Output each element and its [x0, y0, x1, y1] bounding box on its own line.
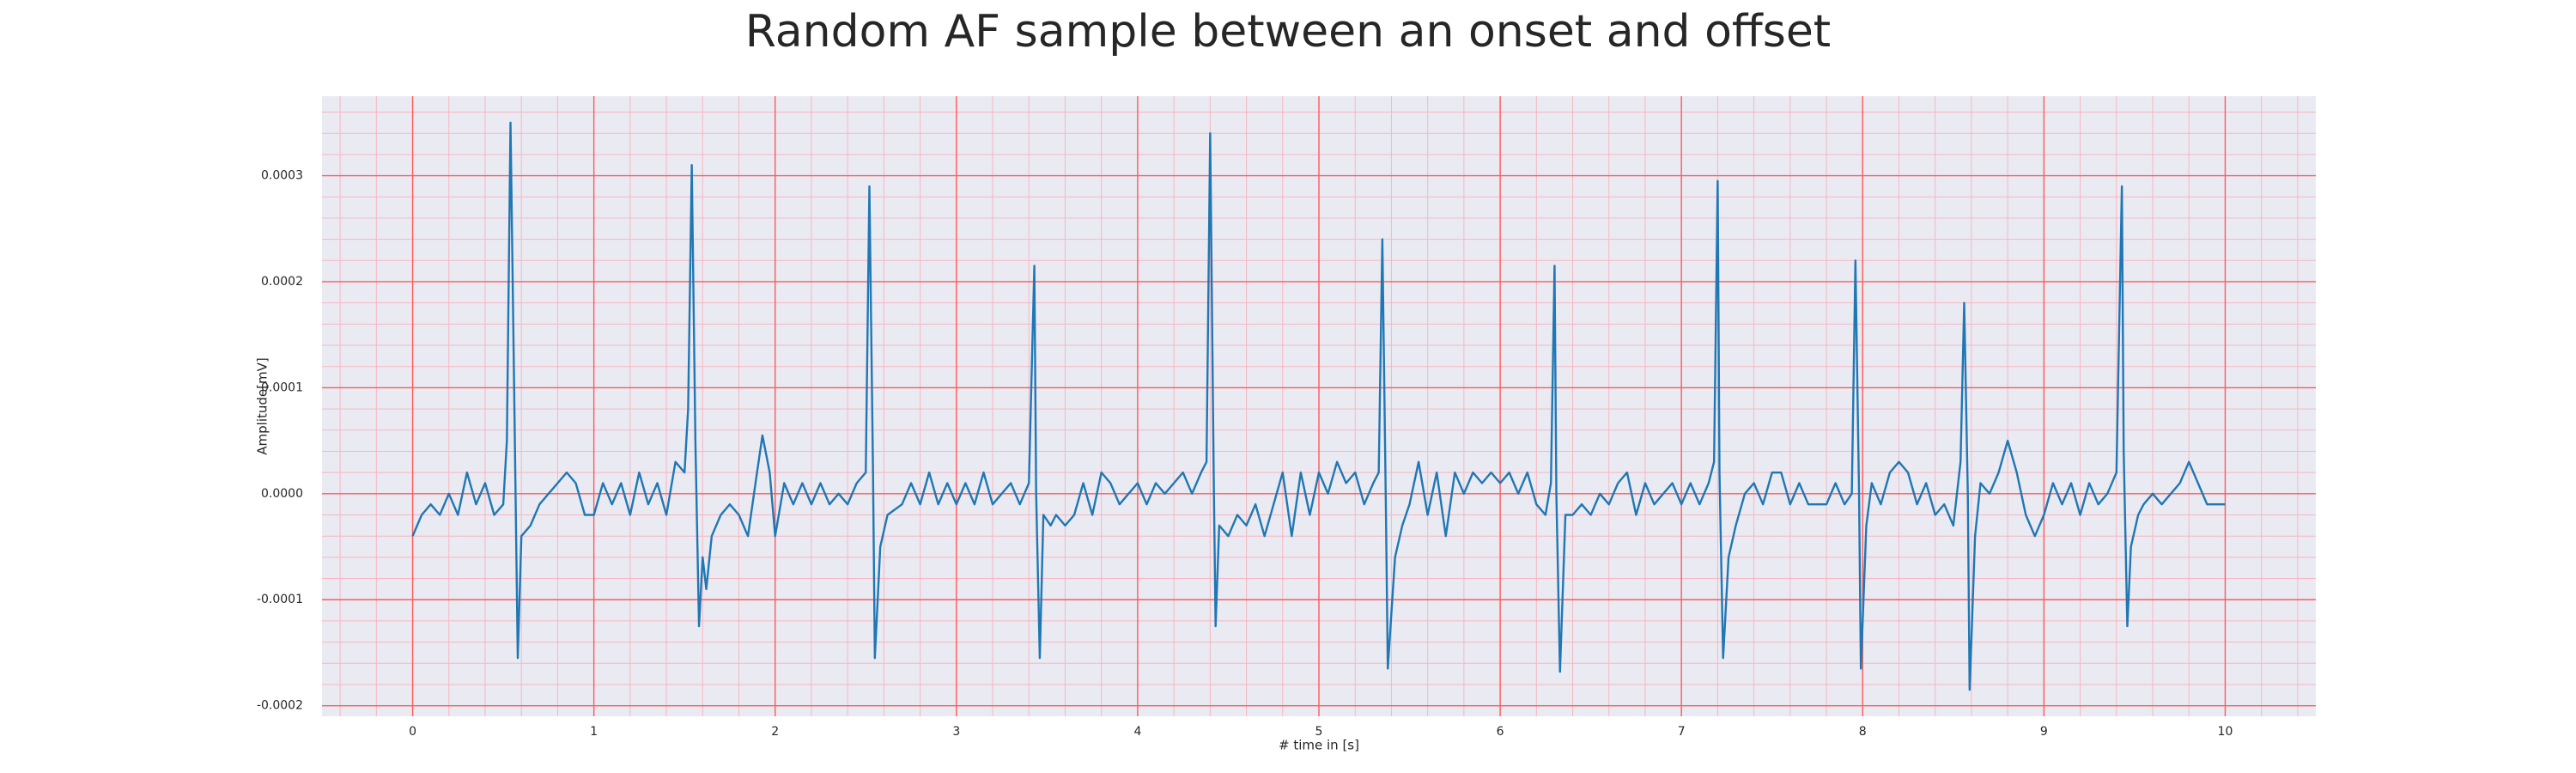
y-axis-label: Amplitude[mV]	[255, 357, 270, 454]
x-tick-label: 7	[1678, 725, 1686, 739]
y-tick-label: 0.0002	[261, 275, 303, 289]
x-tick-label: 4	[1133, 725, 1141, 739]
x-tick-label: 9	[2040, 725, 2048, 739]
y-tick-label: -0.0001	[257, 593, 303, 606]
signal-line	[411, 121, 2226, 691]
major-grid	[322, 96, 2316, 716]
y-tick-label: -0.0002	[257, 699, 303, 713]
chart-title: Random AF sample between an onset and of…	[745, 6, 1831, 58]
x-axis-label: # time in [s]	[1279, 738, 1359, 753]
plot	[411, 121, 2226, 691]
y-tick-label: 0.0003	[261, 169, 303, 183]
x-tick-label: 2	[771, 725, 779, 739]
x-tick-label: 8	[1859, 725, 1867, 739]
x-tick-label: 0	[409, 725, 416, 739]
x-tick-label: 1	[590, 725, 598, 739]
x-tick-label: 10	[2218, 725, 2233, 739]
x-tick-label: 6	[1497, 725, 1504, 739]
x-tick-label: 5	[1315, 725, 1323, 739]
y-tick-label: 0.0001	[261, 380, 303, 394]
x-tick-label: 3	[952, 725, 960, 739]
y-tick-label: 0.0000	[261, 487, 303, 501]
